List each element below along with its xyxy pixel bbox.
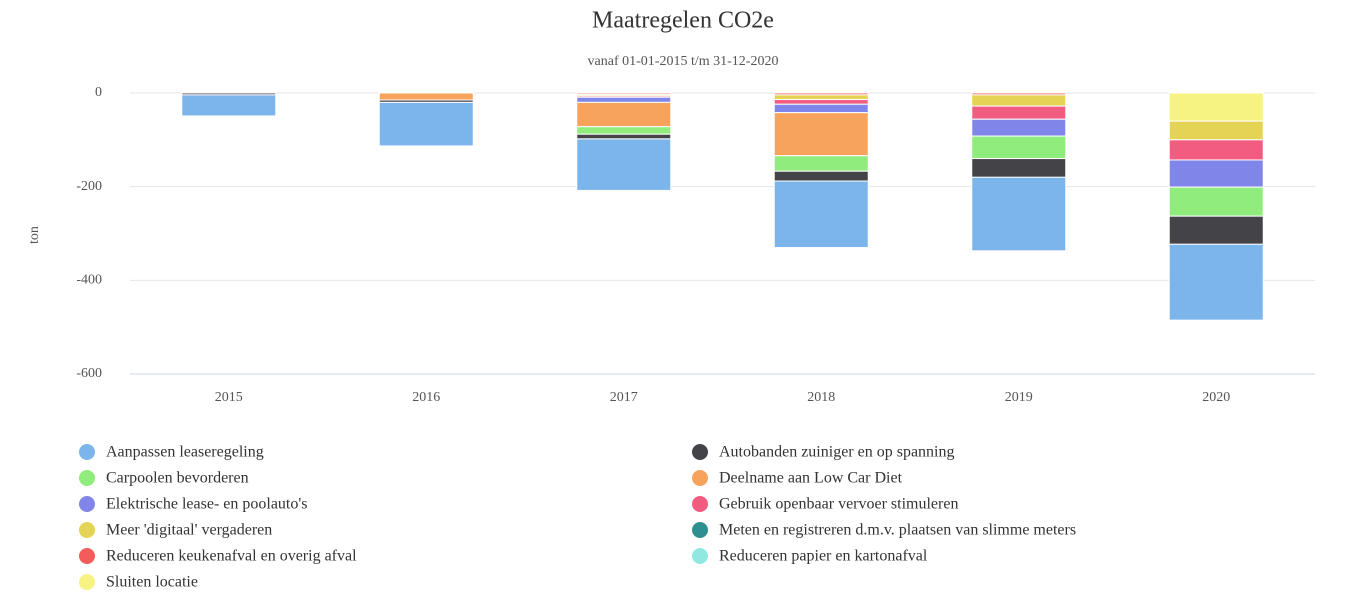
bar-segment xyxy=(576,96,672,103)
x-tick-label: 2020 xyxy=(1202,390,1230,405)
bar-segment xyxy=(971,176,1067,252)
legend-marker xyxy=(79,496,95,512)
bar-segment xyxy=(1168,243,1264,321)
legend-label: Gebruik openbaar vervoer stimuleren xyxy=(719,496,958,513)
bar-segment xyxy=(773,103,869,114)
chart-title: Maatregelen CO2e xyxy=(592,8,774,34)
x-tick-label: 2018 xyxy=(807,390,835,405)
legend-label: Meten en registreren d.m.v. plaatsen van… xyxy=(719,522,1076,539)
bar-segment xyxy=(971,158,1067,178)
bar-segment xyxy=(378,101,474,147)
bar-segment xyxy=(773,155,869,172)
legend-marker xyxy=(79,574,95,590)
bar-segment xyxy=(773,170,869,182)
bar-segment xyxy=(576,138,672,191)
legend-label: Sluiten locatie xyxy=(106,574,198,591)
bar-segment xyxy=(1168,120,1264,141)
bar-segment xyxy=(181,94,277,117)
bar-segment xyxy=(1168,159,1264,188)
legend-marker xyxy=(79,548,95,564)
legend-marker xyxy=(79,444,95,460)
legend-marker xyxy=(692,496,708,512)
y-tick-label: -600 xyxy=(76,366,102,381)
bar-segment xyxy=(773,180,869,249)
y-tick-label: -200 xyxy=(76,179,102,194)
bar-segment xyxy=(576,126,672,135)
legend-label: Reduceren papier en kartonafval xyxy=(719,548,928,565)
bar-segment xyxy=(773,112,869,157)
bar-segment xyxy=(1168,139,1264,161)
legend-label: Reduceren keukenafval en overig afval xyxy=(106,548,357,565)
legend-marker xyxy=(692,470,708,486)
x-tick-label: 2016 xyxy=(412,390,440,405)
legend-marker xyxy=(79,522,95,538)
legend-marker xyxy=(692,522,708,538)
bar-segment xyxy=(576,133,672,140)
x-tick-label: 2017 xyxy=(610,390,638,405)
y-axis-label: ton xyxy=(27,226,42,244)
bar-segment xyxy=(773,99,869,105)
legend-label: Autobanden zuiniger en op spanning xyxy=(719,444,955,461)
legend-label: Deelname aan Low Car Diet xyxy=(719,470,903,487)
chart-subtitle: vanaf 01-01-2015 t/m 31-12-2020 xyxy=(588,54,779,69)
legend-marker xyxy=(692,444,708,460)
legend-label: Meer 'digitaal' vergaderen xyxy=(106,522,272,539)
bar-segment xyxy=(971,118,1067,137)
y-tick-label: 0 xyxy=(95,85,102,100)
legend-marker xyxy=(79,470,95,486)
x-tick-label: 2019 xyxy=(1005,390,1033,405)
legend-marker xyxy=(692,548,708,564)
bar-segment xyxy=(378,92,474,101)
legend-label: Carpoolen bevorderen xyxy=(106,470,249,487)
bar-segment xyxy=(773,94,869,101)
y-tick-label: -400 xyxy=(76,273,102,288)
x-tick-label: 2015 xyxy=(215,390,243,405)
bar-segment xyxy=(1168,186,1264,217)
bar-segment xyxy=(971,105,1067,120)
bar-segment xyxy=(971,94,1067,107)
bar-segment xyxy=(1168,215,1264,245)
bar-segment xyxy=(576,101,672,128)
legend-label: Aanpassen leaseregeling xyxy=(106,444,264,461)
legend-label: Elektrische lease- en poolauto's xyxy=(106,496,307,513)
bar-segment xyxy=(971,135,1067,160)
bar-segment xyxy=(1168,92,1264,122)
